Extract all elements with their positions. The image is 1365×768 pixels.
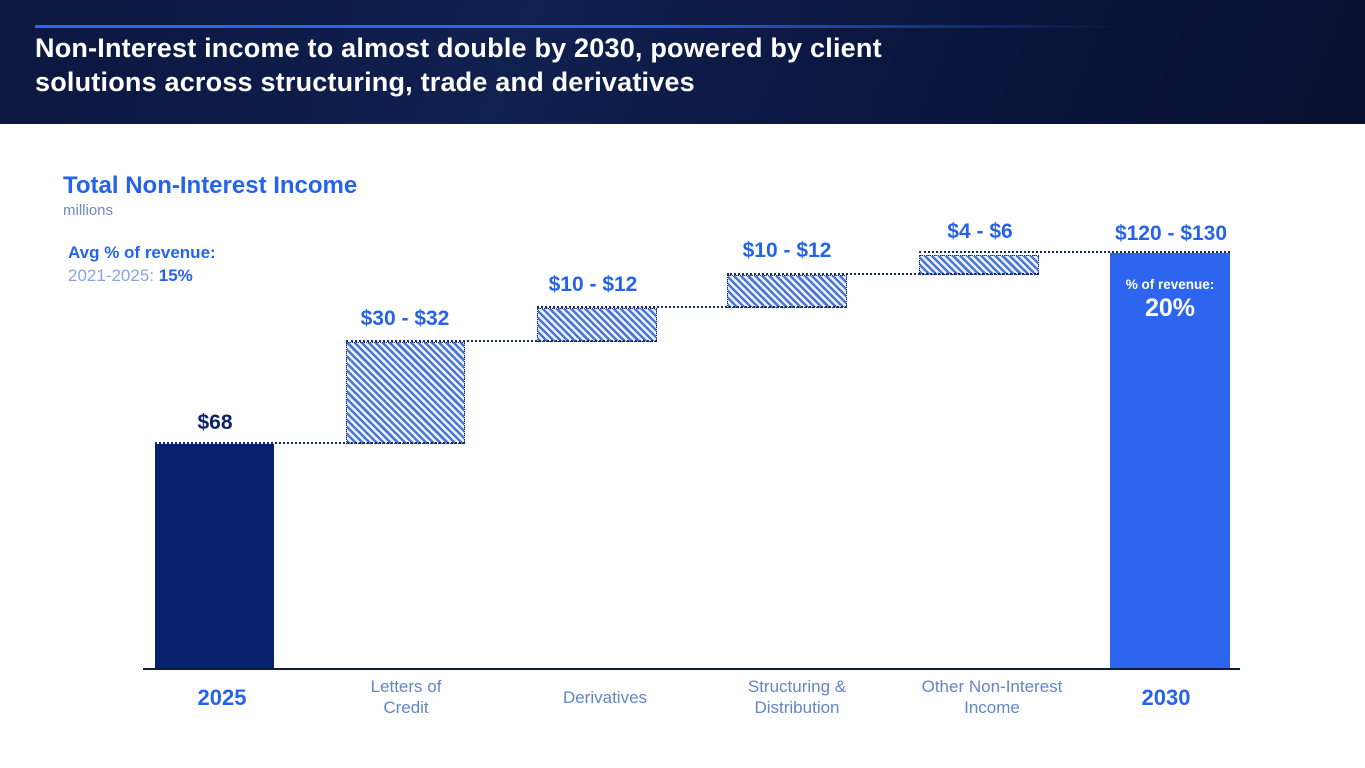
value-label-2030: $120 - $130 <box>1114 222 1228 245</box>
axis-label-derivatives: Derivatives <box>562 687 648 707</box>
x-axis-line <box>143 668 1240 670</box>
bar-2030-revenue-note-value: 20% <box>1144 294 1196 322</box>
connector-line-2030-level <box>919 251 1230 253</box>
bar-letters-of-credit <box>346 342 465 444</box>
avg-revenue-period-line: 2021-2025: 15% <box>68 264 216 287</box>
connector-line-derivatives-level <box>537 306 847 308</box>
axis-label-letters-of-credit: Letters of Credit <box>370 677 442 717</box>
chart-title: Total Non-Interest Income <box>63 172 358 199</box>
bar-2030-revenue-note-label: % of revenue: <box>1125 277 1215 292</box>
value-label-derivatives: $10 - $12 <box>548 273 638 296</box>
connector-line-structuring-level <box>727 273 1039 275</box>
avg-revenue-note: Avg % of revenue: 2021-2025: 15% <box>68 241 216 287</box>
axis-label-other-non-interest-income: Other Non-Interest Income <box>921 677 1063 717</box>
bar-2030-total: % of revenue: 20% <box>1110 253 1230 668</box>
header-band: Non-Interest income to almost double by … <box>0 0 1365 124</box>
avg-revenue-value: 15% <box>158 266 193 285</box>
connector-line-loc-level <box>346 340 657 342</box>
value-label-structuring-distribution: $10 - $12 <box>742 239 832 262</box>
axis-label-structuring-distribution: Structuring & Distribution <box>747 677 847 717</box>
value-label-other-non-interest-income: $4 - $6 <box>947 220 1013 243</box>
axis-label-2025: 2025 <box>197 684 247 710</box>
bar-derivatives <box>537 308 657 342</box>
bar-other-non-interest-income <box>919 255 1039 275</box>
value-label-letters-of-credit: $30 - $32 <box>360 307 450 330</box>
connector-line-68-level <box>155 442 465 444</box>
avg-revenue-label: Avg % of revenue: <box>68 243 216 262</box>
avg-revenue-period: 2021-2025: <box>68 266 155 285</box>
page-title: Non-Interest income to almost double by … <box>35 33 882 97</box>
bar-2025-total <box>155 444 274 668</box>
bar-structuring-distribution <box>727 275 847 308</box>
chart-units-label: millions <box>63 202 114 219</box>
value-label-2025: $68 <box>197 411 233 434</box>
header-accent-line <box>35 25 1115 28</box>
axis-label-2030: 2030 <box>1141 684 1191 710</box>
